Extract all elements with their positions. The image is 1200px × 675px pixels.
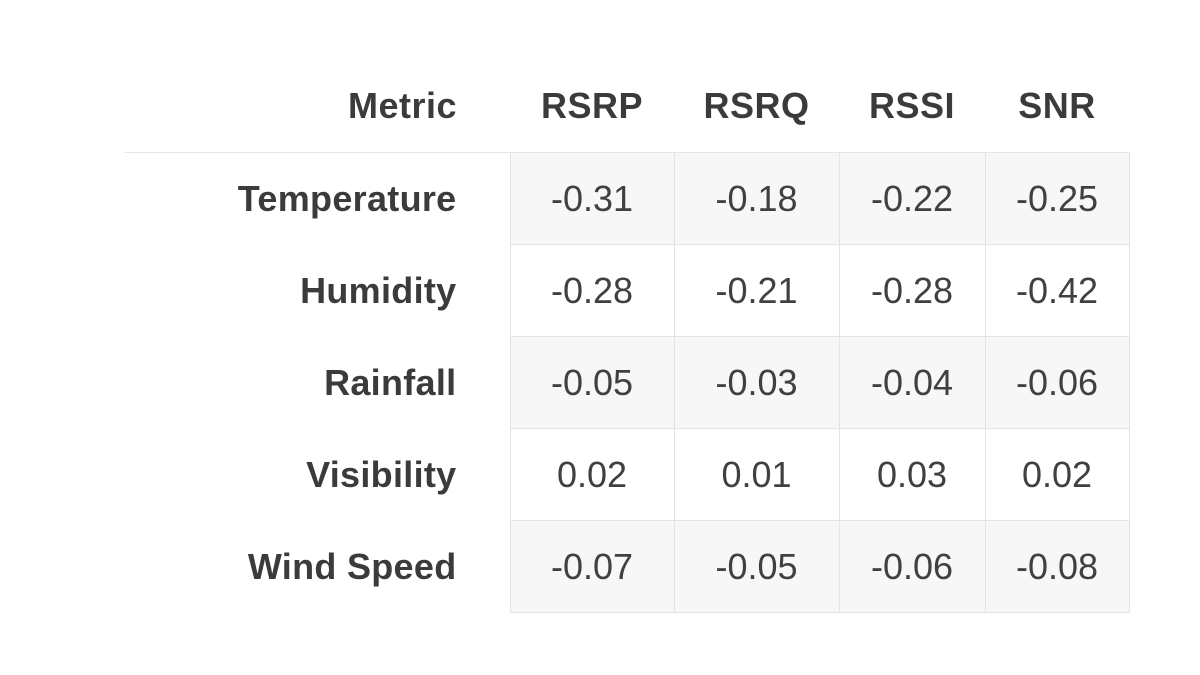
value-cell: -0.42 <box>984 244 1130 337</box>
row-label-wind-speed: Wind Speed <box>125 520 510 613</box>
row-label-visibility: Visibility <box>125 428 510 521</box>
row-label-humidity: Humidity <box>125 244 510 337</box>
value-cell: -0.22 <box>838 152 986 245</box>
value-cell: -0.25 <box>984 152 1130 245</box>
value-cell: -0.05 <box>509 336 675 429</box>
table-row: Visibility 0.02 0.01 0.03 0.02 <box>125 428 1130 521</box>
value-cell: -0.28 <box>509 244 675 337</box>
column-header-rsrp: RSRP <box>510 60 674 153</box>
value-cell: -0.06 <box>838 520 986 613</box>
header-row: Metric RSRP RSRQ RSSI SNR <box>125 60 1129 153</box>
column-header-rsrq: RSRQ <box>674 60 839 153</box>
value-cell: 0.02 <box>984 428 1130 521</box>
value-cell: -0.04 <box>838 336 986 429</box>
correlation-table: Metric RSRP RSRQ RSSI SNR Temperature -0… <box>125 60 1130 613</box>
value-cell: 0.02 <box>509 428 675 521</box>
table-row: Wind Speed -0.07 -0.05 -0.06 -0.08 <box>125 520 1130 613</box>
table-row: Humidity -0.28 -0.21 -0.28 -0.42 <box>125 244 1130 337</box>
value-cell: -0.03 <box>673 336 840 429</box>
column-header-rssi: RSSI <box>839 60 985 153</box>
value-cell: -0.06 <box>984 336 1130 429</box>
value-cell: -0.18 <box>673 152 840 245</box>
value-cell: 0.01 <box>673 428 840 521</box>
value-cell: -0.31 <box>509 152 675 245</box>
value-cell: 0.03 <box>838 428 986 521</box>
value-cell: -0.08 <box>984 520 1130 613</box>
row-label-rainfall: Rainfall <box>125 336 510 429</box>
value-cell: -0.07 <box>509 520 675 613</box>
value-cell: -0.05 <box>673 520 840 613</box>
row-label-temperature: Temperature <box>125 152 510 245</box>
column-header-snr: SNR <box>985 60 1129 153</box>
column-header-metric: Metric <box>125 60 510 153</box>
table-row: Temperature -0.31 -0.18 -0.22 -0.25 <box>125 152 1130 245</box>
table-row: Rainfall -0.05 -0.03 -0.04 -0.06 <box>125 336 1130 429</box>
value-cell: -0.28 <box>838 244 986 337</box>
value-cell: -0.21 <box>673 244 840 337</box>
